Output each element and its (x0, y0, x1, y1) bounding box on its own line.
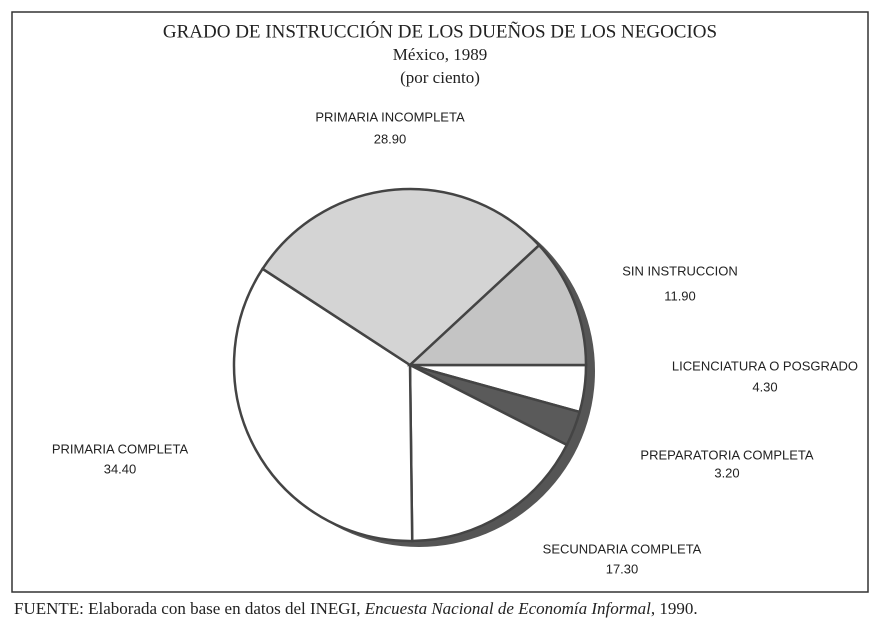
chart-units: (por ciento) (400, 68, 480, 87)
slice-label: SIN INSTRUCCION (622, 263, 738, 278)
slice-value-label: 34.40 (104, 461, 137, 476)
pie-slice (232, 267, 414, 543)
slice-value-label: 11.90 (664, 288, 696, 303)
frame (11, 11, 869, 593)
slice-value-label: 28.90 (374, 131, 407, 146)
slice-label: PRIMARIA COMPLETA (52, 441, 189, 456)
slice-value-label: 17.30 (606, 561, 639, 576)
slice-value-label: 3.20 (714, 465, 739, 480)
footer-suffix: , 1990. (651, 599, 698, 618)
pie-slice (260, 187, 541, 367)
slice-label: LICENCIATURA O POSGRADO (672, 358, 858, 373)
pie-slice (406, 243, 588, 367)
footer-title: Encuesta Nacional de Economía Informal (364, 599, 651, 618)
slice-label: PRIMARIA INCOMPLETA (315, 109, 465, 124)
slice-value-label: 4.30 (752, 379, 777, 394)
slice-label: SECUNDARIA COMPLETA (543, 541, 702, 556)
pie (232, 187, 588, 543)
pie-slice (408, 362, 569, 543)
footer-source: FUENTE: Elaborada con base en datos del … (14, 599, 698, 618)
chart-title: GRADO DE INSTRUCCIÓN DE LOS DUEÑOS DE LO… (163, 20, 717, 42)
slice-label: PREPARATORIA COMPLETA (640, 447, 813, 462)
footer-prefix: FUENTE: Elaborada con base en datos del … (14, 599, 361, 618)
chart-subtitle: México, 1989 (393, 45, 487, 64)
labels: LICENCIATURA O POSGRADO 4.30 PREPARATORIA … (52, 109, 858, 576)
